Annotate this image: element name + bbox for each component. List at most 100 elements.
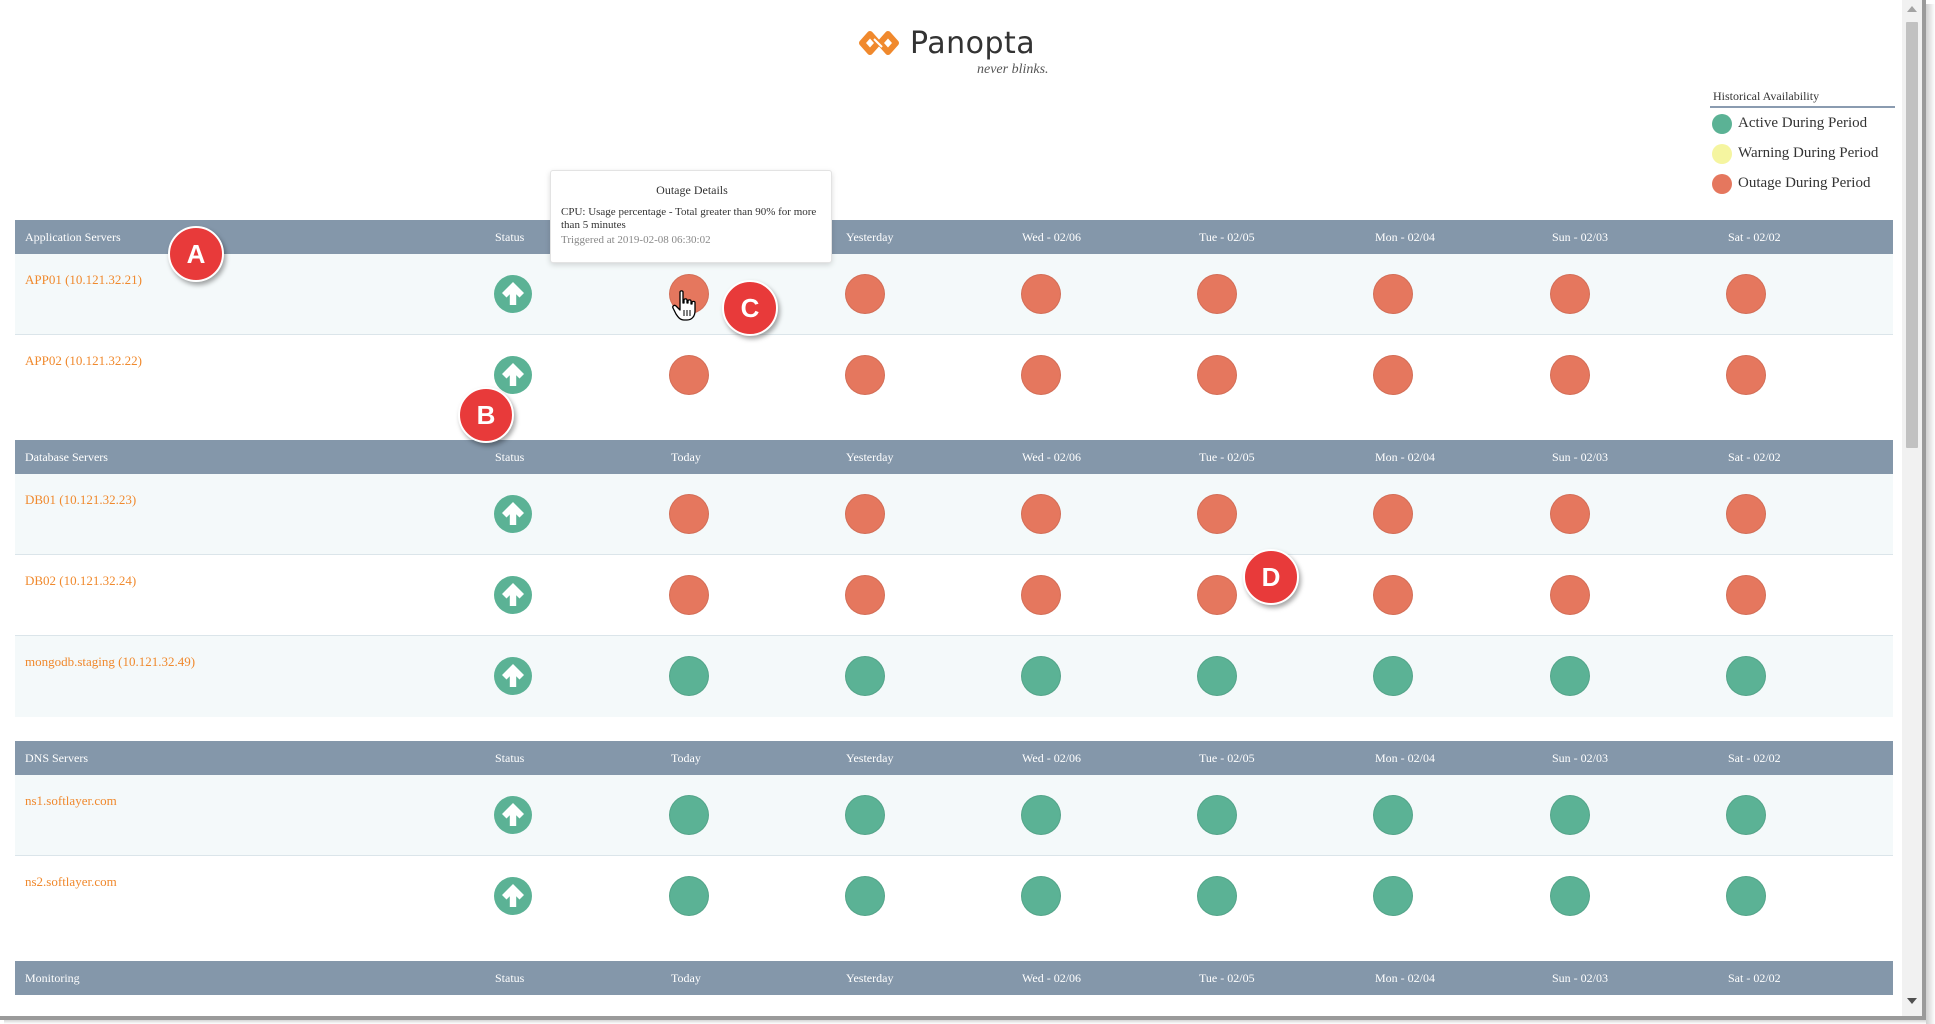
availability-dot-outage[interactable] (1197, 274, 1237, 314)
server-link[interactable]: ns1.softlayer.com (25, 793, 117, 808)
availability-dot-outage[interactable] (845, 494, 885, 534)
column-header: Wed - 02/06 (1022, 230, 1082, 244)
availability-dot-active[interactable] (845, 795, 885, 835)
callout-badge-c: C (722, 280, 778, 336)
server-link[interactable]: APP02 (10.121.32.22) (25, 353, 143, 368)
legend-label: Outage During Period (1738, 175, 1871, 191)
server-row: ns1.softlayer.com (15, 775, 1893, 856)
availability-dot-outage[interactable] (1373, 274, 1413, 314)
group-name: Monitoring (25, 971, 80, 985)
column-header: Status (495, 230, 525, 244)
server-link[interactable]: DB01 (10.121.32.23) (25, 492, 137, 507)
availability-dot-outage[interactable] (669, 494, 709, 534)
column-header: Wed - 02/06 (1022, 450, 1082, 464)
availability-dot-outage[interactable] (1550, 494, 1590, 534)
column-header: Sat - 02/02 (1728, 751, 1781, 765)
column-header: Mon - 02/04 (1375, 450, 1435, 464)
availability-dot-active[interactable] (669, 656, 709, 696)
group-name: DNS Servers (25, 751, 88, 765)
availability-dot-outage[interactable] (1021, 494, 1061, 534)
availability-dot-active[interactable] (1197, 795, 1237, 835)
scroll-up-arrow-icon[interactable] (1907, 6, 1917, 12)
availability-dot-outage[interactable] (1021, 355, 1061, 395)
legend-dot-icon (1712, 144, 1732, 164)
legend-label: Active During Period (1738, 115, 1868, 131)
group-header: Database Servers Status Today Yesterday Wed … (15, 440, 1893, 474)
availability-dot-outage[interactable] (1373, 355, 1413, 395)
availability-dot-outage[interactable] (1550, 274, 1590, 314)
availability-dot-outage[interactable] (1550, 355, 1590, 395)
tooltip-triggered-time: Triggered at 2019-02-08 06:30:02 (561, 234, 711, 246)
availability-dot-active[interactable] (1021, 656, 1061, 696)
callout-badge-a: A (168, 226, 224, 282)
column-header: Today (671, 751, 701, 765)
availability-dot-active[interactable] (845, 876, 885, 916)
availability-dot-active[interactable] (1021, 795, 1061, 835)
availability-dot-outage[interactable] (1726, 494, 1766, 534)
availability-dot-outage[interactable] (1373, 494, 1413, 534)
availability-dot-outage[interactable] (1726, 274, 1766, 314)
availability-dot-active[interactable] (1197, 876, 1237, 916)
column-header: Today (671, 450, 701, 464)
server-group: DNS Servers Status Today Yesterday Wed - 02/… (15, 741, 1893, 937)
availability-dot-active[interactable] (845, 656, 885, 696)
availability-dot-outage[interactable] (669, 575, 709, 615)
brand-logo: Panopta never blinks. (858, 26, 1058, 82)
availability-dot-outage[interactable] (669, 355, 709, 395)
status-up-arrow-icon[interactable] (493, 494, 533, 534)
status-up-arrow-icon[interactable] (493, 274, 533, 314)
callout-badge-d: D (1243, 549, 1299, 605)
status-up-arrow-icon[interactable] (493, 355, 533, 395)
availability-dot-active[interactable] (1021, 876, 1061, 916)
status-up-arrow-icon[interactable] (493, 656, 533, 696)
column-header: Status (495, 971, 525, 985)
legend-title: Historical Availability (1710, 88, 1895, 108)
server-link[interactable]: mongodb.staging (10.121.32.49) (25, 654, 196, 669)
availability-dot-active[interactable] (1550, 876, 1590, 916)
vertical-scrollbar[interactable] (1902, 0, 1922, 1016)
availability-dot-active[interactable] (1550, 795, 1590, 835)
availability-dot-active[interactable] (1373, 656, 1413, 696)
availability-dot-active[interactable] (1550, 656, 1590, 696)
availability-dot-active[interactable] (669, 795, 709, 835)
column-header: Yesterday (846, 450, 894, 464)
server-link[interactable]: ns2.softlayer.com (25, 874, 117, 889)
availability-dot-active[interactable] (1373, 876, 1413, 916)
column-header: Tue - 02/05 (1199, 230, 1255, 244)
availability-dot-outage[interactable] (1726, 355, 1766, 395)
availability-dot-outage[interactable] (1021, 575, 1061, 615)
availability-dot-active[interactable] (1197, 656, 1237, 696)
column-header: Mon - 02/04 (1375, 751, 1435, 765)
column-header: Status (495, 450, 525, 464)
server-link[interactable]: APP01 (10.121.32.21) (25, 272, 143, 287)
status-up-arrow-icon[interactable] (493, 575, 533, 615)
group-header: DNS Servers Status Today Yesterday Wed - 02/… (15, 741, 1893, 775)
availability-dot-outage[interactable] (1197, 355, 1237, 395)
availability-dot-outage[interactable] (1197, 575, 1237, 615)
group-header: Application ServersStatusTodayYesterdayW… (15, 220, 1893, 254)
availability-dot-outage[interactable] (845, 575, 885, 615)
availability-dot-active[interactable] (669, 876, 709, 916)
group-name: Application Servers (25, 230, 121, 244)
availability-dot-outage[interactable] (845, 274, 885, 314)
availability-dot-outage[interactable] (1373, 575, 1413, 615)
status-up-arrow-icon[interactable] (493, 795, 533, 835)
server-link[interactable]: DB02 (10.121.32.24) (25, 573, 137, 588)
availability-dot-outage[interactable] (1550, 575, 1590, 615)
availability-dot-active[interactable] (1726, 656, 1766, 696)
availability-dot-outage[interactable] (1197, 494, 1237, 534)
scroll-down-arrow-icon[interactable] (1907, 998, 1917, 1004)
panopta-logo-icon (859, 31, 899, 55)
availability-dot-outage[interactable] (1726, 575, 1766, 615)
availability-dot-outage[interactable] (1021, 274, 1061, 314)
availability-dot-outage[interactable] (845, 355, 885, 395)
availability-dot-active[interactable] (1726, 876, 1766, 916)
availability-dot-active[interactable] (1373, 795, 1413, 835)
scrollbar-thumb[interactable] (1906, 22, 1918, 448)
status-up-arrow-icon[interactable] (493, 876, 533, 916)
availability-dot-active[interactable] (1726, 795, 1766, 835)
column-header: Tue - 02/05 (1199, 971, 1255, 985)
column-header: Sun - 02/03 (1552, 751, 1609, 765)
column-header: Wed - 02/06 (1022, 971, 1082, 985)
legend-label: Warning During Period (1738, 145, 1879, 161)
